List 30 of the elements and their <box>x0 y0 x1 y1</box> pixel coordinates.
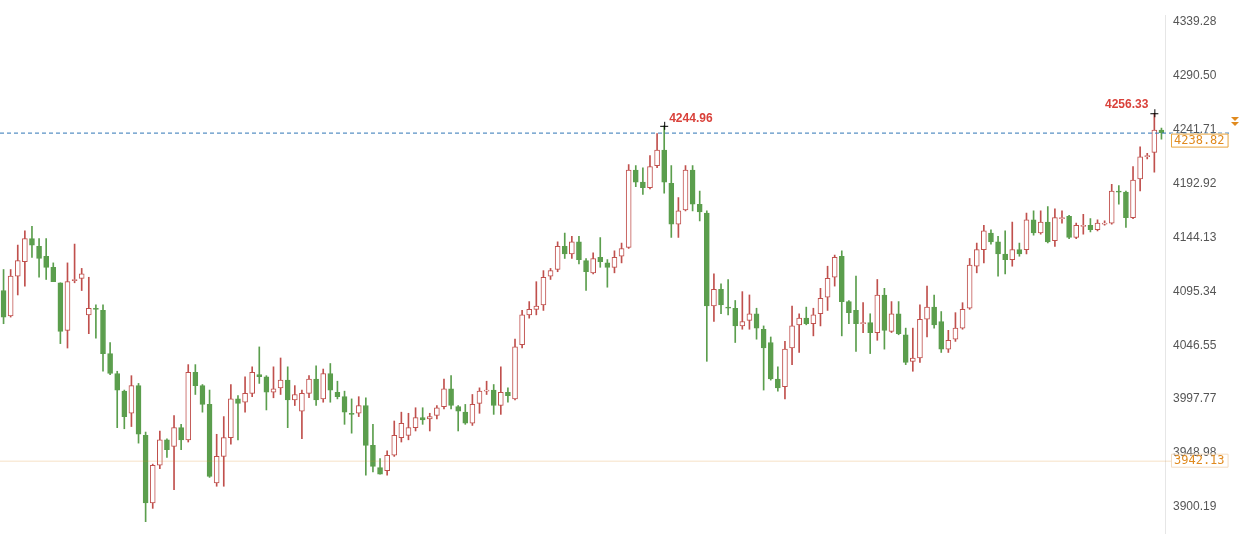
candlestick <box>1116 185 1122 205</box>
y-tick-label: 4046.55 <box>1173 337 1217 352</box>
candlestick <box>455 405 462 432</box>
ref-line-label: 4238.82 <box>1174 132 1225 147</box>
y-tick-label: 4095.34 <box>1173 283 1217 298</box>
candlestick <box>235 395 241 441</box>
candlestick <box>1009 221 1016 267</box>
candlestick <box>78 268 85 291</box>
candlestick <box>597 237 604 268</box>
candlestick <box>93 304 99 339</box>
y-tick-label: 3900.19 <box>1173 499 1217 514</box>
candlestick <box>725 279 731 316</box>
y-tick-label: 4192.92 <box>1173 175 1217 190</box>
candlestick <box>867 313 874 354</box>
candlestick <box>256 346 263 384</box>
candlestick <box>853 275 859 352</box>
candlestick <box>85 276 92 334</box>
candlestick <box>426 412 433 432</box>
annotation: 4256.33 <box>1104 96 1149 111</box>
y-tick-label: 4339.28 <box>1173 13 1217 28</box>
candlestick <box>640 167 646 195</box>
y-tick-label: 4290.50 <box>1173 67 1217 82</box>
annotation: 4244.96 <box>669 111 713 126</box>
candlestick <box>796 313 802 353</box>
y-tick-label: 3997.77 <box>1173 391 1217 406</box>
y-tick-label: 4144.13 <box>1173 229 1217 244</box>
candlestick <box>29 226 35 258</box>
candlestick <box>533 281 540 316</box>
candlestick <box>1002 230 1008 275</box>
candlestick <box>909 327 916 372</box>
